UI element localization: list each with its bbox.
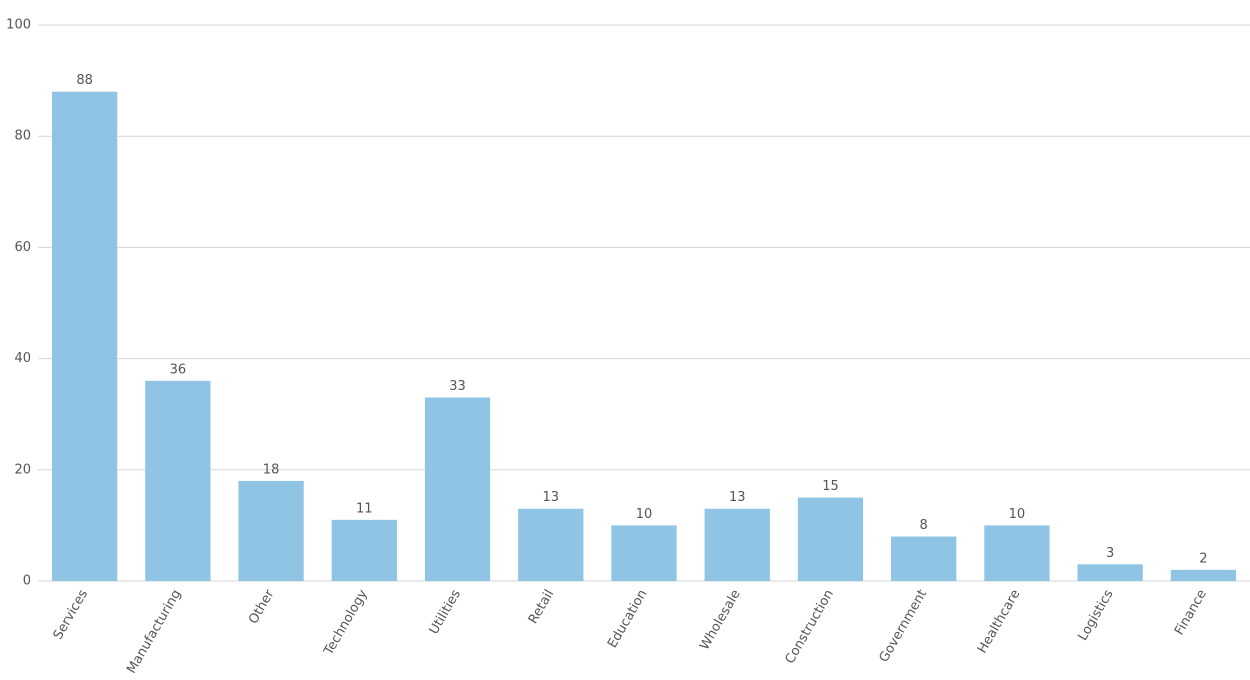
data-label: 13 — [542, 490, 559, 505]
bar — [1170, 569, 1237, 581]
data-label: 33 — [449, 379, 466, 394]
x-tick-label: Services — [51, 587, 92, 642]
bar — [238, 480, 304, 581]
x-tick-label: Technology — [321, 587, 371, 659]
y-tick-label: 80 — [14, 129, 31, 144]
bar — [145, 380, 211, 581]
data-label: 2 — [1199, 551, 1207, 566]
bar — [704, 508, 770, 581]
x-tick-label: Other — [246, 587, 278, 627]
x-tick-label: Logistics — [1076, 587, 1117, 643]
y-tick-label: 100 — [6, 18, 31, 33]
x-tick-label: Healthcare — [975, 587, 1023, 656]
x-tick-label: Manufacturing — [124, 587, 184, 676]
data-label: 10 — [636, 507, 653, 522]
bar — [797, 497, 864, 581]
data-label: 13 — [729, 490, 746, 505]
data-label: 11 — [356, 501, 373, 516]
data-label: 8 — [920, 518, 928, 533]
bar — [331, 519, 397, 581]
bar — [611, 525, 677, 581]
bar — [518, 508, 584, 581]
bar — [1077, 564, 1143, 581]
y-tick-label: 0 — [23, 574, 31, 589]
y-tick-label: 60 — [14, 240, 31, 255]
bar — [51, 91, 118, 581]
x-tick-label: Finance — [1172, 587, 1210, 638]
data-label: 15 — [822, 479, 839, 494]
data-label: 10 — [1009, 507, 1026, 522]
y-tick-label: 40 — [14, 351, 31, 366]
x-tick-label: Government — [877, 587, 931, 665]
x-tick-label: Retail — [526, 587, 557, 626]
x-tick-label: Utilities — [427, 587, 465, 637]
x-tick-label: Construction — [783, 587, 837, 666]
data-label: 18 — [263, 462, 280, 477]
data-label: 88 — [76, 73, 93, 88]
x-tick-label: Wholesale — [697, 587, 743, 653]
bar — [891, 536, 957, 581]
bar — [424, 397, 491, 581]
y-tick-label: 20 — [14, 462, 31, 477]
x-tick-label: Education — [605, 587, 650, 651]
bar — [984, 525, 1050, 581]
data-label: 36 — [170, 362, 187, 377]
data-label: 3 — [1106, 546, 1114, 561]
